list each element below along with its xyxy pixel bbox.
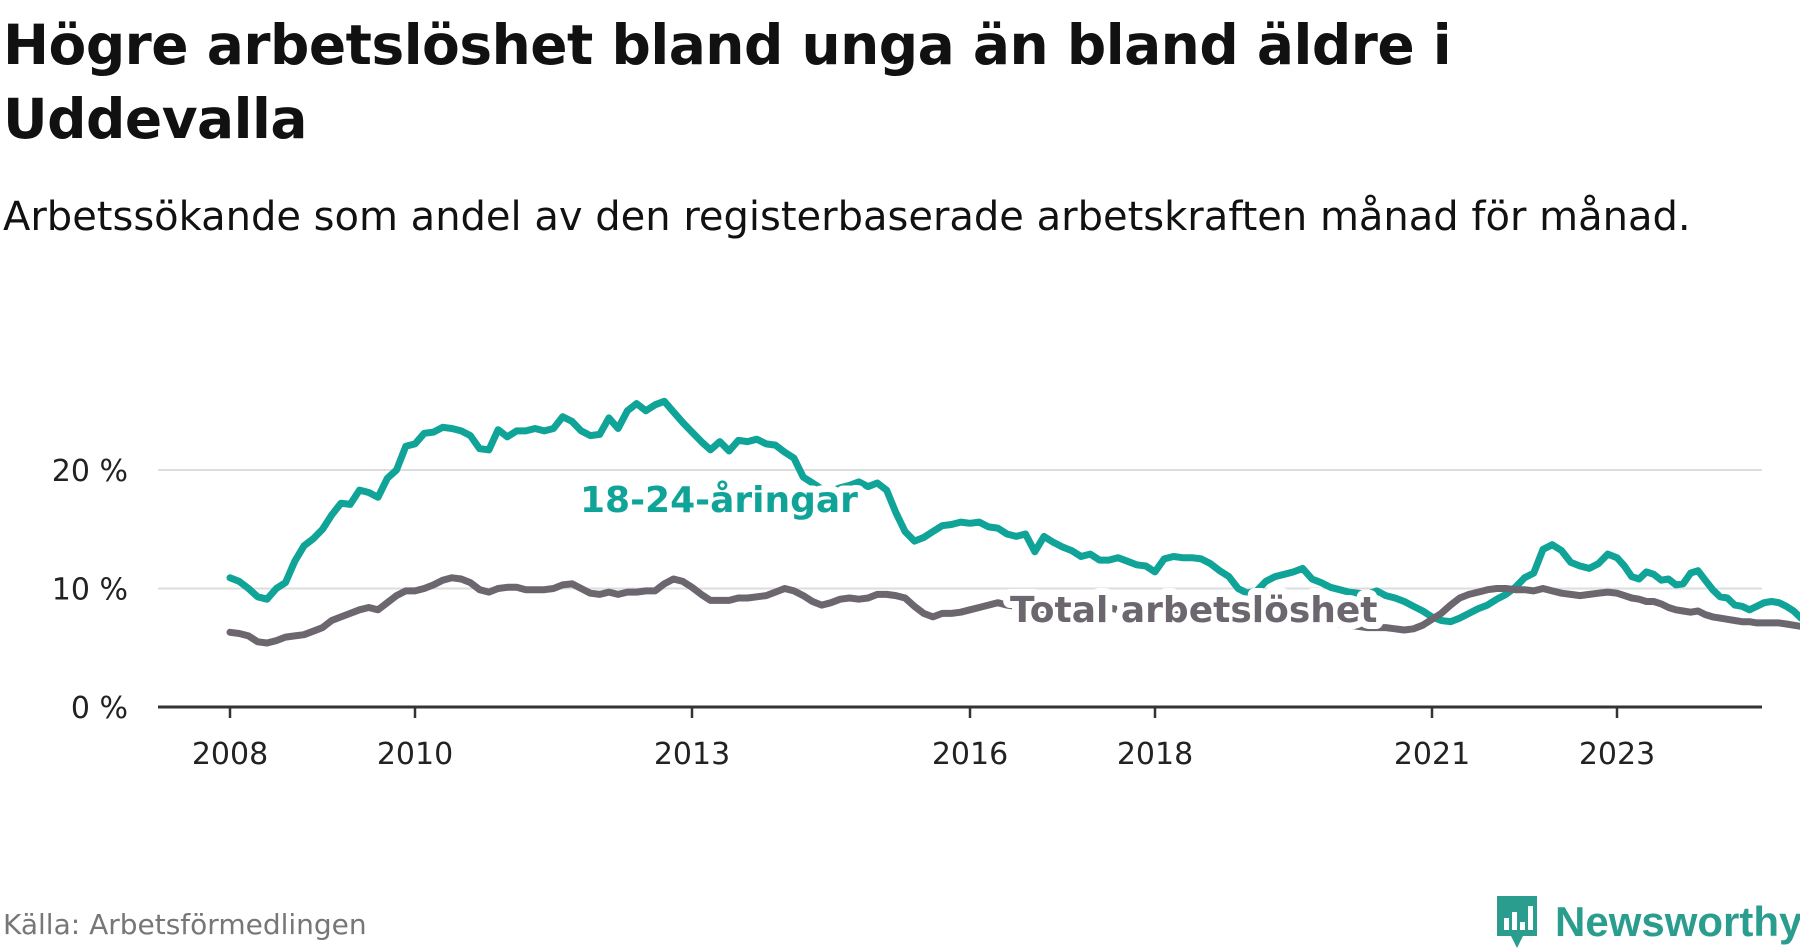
series-label-youth-halo: 18-24-åringar <box>580 480 858 521</box>
series-line-total <box>226 574 1800 647</box>
series-label-total-halo: Total arbetslöshet <box>1010 590 1378 631</box>
series-label-total: Total arbetslöshet <box>1010 590 1378 631</box>
y-tick-label: 10 % <box>52 573 128 608</box>
gridlines <box>158 469 1762 590</box>
x-tick-label: 2013 <box>654 737 730 772</box>
x-tick-label: 2010 <box>377 737 453 772</box>
brand-name: Newsworthy <box>1555 898 1800 945</box>
x-axis-ticks: 2008 2010 2013 2016 2018 2021 2023 <box>192 707 1655 772</box>
x-tick-label: 2016 <box>932 737 1008 772</box>
chart-title: Högre arbetslöshet bland unga än bland ä… <box>3 13 1452 151</box>
y-axis-ticks: 0 % 10 % 20 % <box>52 454 128 726</box>
x-tick-label: 2018 <box>1117 737 1193 772</box>
chart-subtitle: Arbetssökande som andel av den registerb… <box>3 194 1691 240</box>
brand-logo: Newsworthy <box>1493 892 1800 952</box>
y-tick-label: 20 % <box>52 454 128 489</box>
y-tick-label: 0 % <box>71 691 128 726</box>
x-tick-label: 2021 <box>1394 737 1470 772</box>
series-lines <box>226 397 1800 647</box>
x-tick-label: 2023 <box>1579 737 1655 772</box>
series-label-youth: 18-24-åringar <box>580 480 858 521</box>
series-line-youth <box>226 397 1800 626</box>
source-note: Källa: Arbetsförmedlingen <box>3 908 367 941</box>
newsworthy-logo-icon <box>1497 896 1537 948</box>
x-tick-label: 2008 <box>192 737 268 772</box>
